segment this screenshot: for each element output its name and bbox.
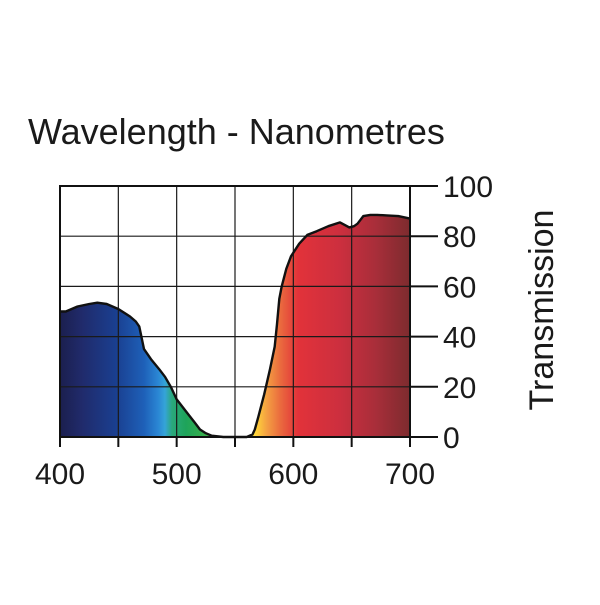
y-tick-label: 0 <box>443 422 460 455</box>
y-tick-label: 100 <box>443 171 493 204</box>
chart-title: Wavelength - Nanometres <box>28 111 445 152</box>
x-tick-label: 700 <box>385 458 435 491</box>
y-tick-label: 80 <box>443 221 476 254</box>
x-tick-label: 400 <box>35 458 85 491</box>
transmission-area-fill <box>60 214 410 437</box>
y-tick-label: 60 <box>443 271 476 304</box>
area-layer <box>60 214 410 437</box>
y-tick-label: 40 <box>443 322 476 355</box>
transmission-line <box>60 213 411 439</box>
x-tick-label: 500 <box>152 458 202 491</box>
y-axis-label: Transmission <box>523 210 561 411</box>
x-tick-label: 600 <box>268 458 318 491</box>
y-tick-label: 20 <box>443 372 476 405</box>
outline-layer <box>60 213 411 439</box>
